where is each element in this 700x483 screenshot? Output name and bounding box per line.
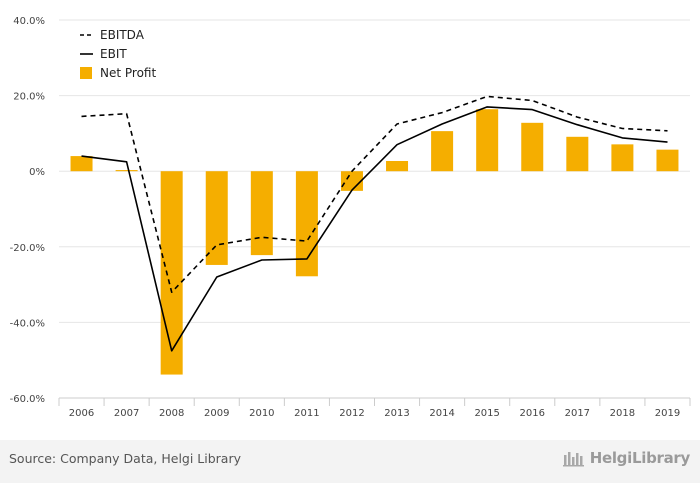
- legend-label-ebit: EBIT: [100, 47, 127, 61]
- y-tick-label: -60.0%: [10, 394, 45, 405]
- net-profit-bar: [566, 136, 589, 172]
- net-profit-bar: [70, 156, 93, 172]
- net-profit-bar: [431, 131, 454, 172]
- x-tick-label: 2010: [249, 408, 274, 419]
- x-tick-label: 2015: [474, 408, 499, 419]
- source-note: Source: Company Data, Helgi Library: [9, 451, 242, 466]
- net-profit-bar: [340, 171, 363, 191]
- legend-label-ebitda: EBITDA: [100, 28, 145, 42]
- y-tick-label: 40.0%: [13, 16, 45, 27]
- x-tick-label: 2014: [429, 408, 454, 419]
- brand-name: HelgiLibrary: [589, 449, 691, 467]
- y-tick-label: 20.0%: [13, 92, 45, 103]
- y-tick-label: -20.0%: [10, 243, 45, 254]
- x-tick-label: 2011: [294, 408, 319, 419]
- chart-area: 40.0% 20.0% 0% -20.0% -40.0% -60.0% 2006 2007 20…: [10, 16, 691, 419]
- net-profit-bar: [656, 149, 679, 172]
- x-tick-label: 2017: [565, 408, 590, 419]
- brand-logo[interactable]: HelgiLibrary: [562, 449, 691, 467]
- y-tick-label: -40.0%: [10, 318, 45, 329]
- legend-swatch-net-profit: [80, 67, 92, 79]
- net-profit-bar: [386, 160, 409, 172]
- net-profit-bar: [295, 171, 318, 277]
- x-tick-label: 2019: [655, 408, 680, 419]
- x-tick-label: 2018: [610, 408, 635, 419]
- net-profit-bar: [476, 109, 499, 172]
- footer: Source: Company Data, Helgi Library Helg…: [0, 440, 700, 483]
- profitability-chart: 40.0% 20.0% 0% -20.0% -40.0% -60.0% 2006 2007 20…: [10, 16, 691, 419]
- net-profit-bar: [115, 170, 138, 172]
- library-logo-icon: [562, 452, 584, 467]
- x-tick-label: 2006: [69, 408, 94, 419]
- legend-label-net-profit: Net Profit: [100, 66, 156, 80]
- ebitda-line: [81, 95, 668, 294]
- y-tick-label: 0%: [29, 167, 45, 178]
- x-tick-label: 2012: [339, 408, 364, 419]
- net-profit-bar: [611, 144, 634, 172]
- x-tick-label: 2009: [204, 408, 229, 419]
- x-tick-label: 2007: [114, 408, 139, 419]
- net-profit-bar: [521, 122, 544, 172]
- net-profit-bar: [205, 171, 228, 265]
- ebit-line: [81, 106, 668, 352]
- x-tick-label: 2016: [520, 408, 545, 419]
- net-profit-bar: [160, 171, 183, 375]
- net-profit-bar: [250, 171, 273, 256]
- x-tick-label: 2008: [159, 408, 184, 419]
- x-tick-label: 2013: [384, 408, 409, 419]
